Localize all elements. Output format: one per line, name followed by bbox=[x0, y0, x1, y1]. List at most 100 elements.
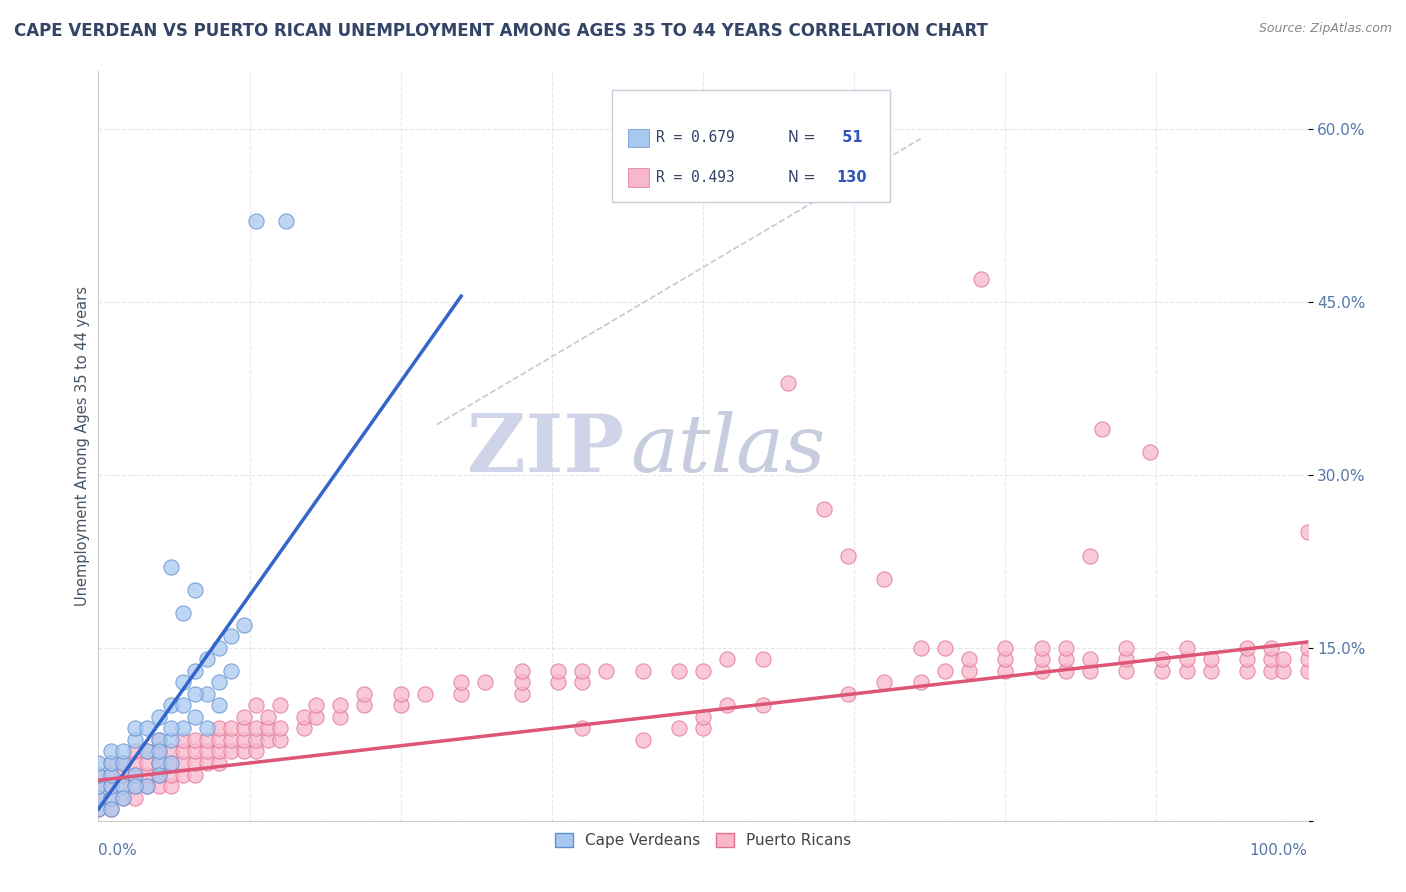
Point bbox=[1236, 664, 1258, 678]
Text: atlas: atlas bbox=[630, 411, 825, 489]
Point bbox=[547, 675, 569, 690]
Point bbox=[135, 722, 157, 736]
Point bbox=[1031, 652, 1053, 666]
Point bbox=[87, 790, 110, 805]
Point bbox=[245, 214, 267, 228]
Point bbox=[172, 606, 194, 620]
Point bbox=[124, 756, 146, 770]
Point bbox=[100, 744, 122, 758]
Point bbox=[1031, 664, 1053, 678]
Point bbox=[510, 675, 533, 690]
Point bbox=[934, 640, 956, 655]
Point bbox=[873, 572, 896, 586]
Point bbox=[135, 744, 157, 758]
Point bbox=[256, 710, 278, 724]
Point bbox=[148, 756, 170, 770]
Point bbox=[184, 710, 207, 724]
Point bbox=[245, 733, 267, 747]
Point bbox=[1078, 652, 1101, 666]
Point bbox=[256, 733, 278, 747]
Point bbox=[87, 790, 110, 805]
Point bbox=[1296, 525, 1319, 540]
Point bbox=[994, 640, 1017, 655]
Point bbox=[353, 687, 375, 701]
Point bbox=[124, 767, 146, 781]
Point bbox=[1139, 444, 1161, 458]
Point bbox=[692, 710, 714, 724]
Point bbox=[1236, 640, 1258, 655]
Point bbox=[221, 722, 243, 736]
Point bbox=[87, 802, 110, 816]
Text: N =: N = bbox=[789, 130, 815, 145]
Point bbox=[160, 733, 183, 747]
Point bbox=[752, 698, 775, 713]
Point bbox=[571, 675, 593, 690]
Point bbox=[668, 664, 690, 678]
Point bbox=[274, 214, 297, 228]
Text: 100.0%: 100.0% bbox=[1250, 843, 1308, 858]
Point bbox=[111, 779, 134, 793]
Point bbox=[87, 767, 110, 781]
Point bbox=[305, 698, 328, 713]
Point bbox=[837, 687, 859, 701]
Point bbox=[1115, 640, 1137, 655]
Point bbox=[1175, 652, 1198, 666]
Point bbox=[813, 502, 835, 516]
Point bbox=[184, 687, 207, 701]
Point bbox=[184, 733, 207, 747]
Point bbox=[172, 698, 194, 713]
Point bbox=[208, 744, 231, 758]
Point bbox=[87, 802, 110, 816]
Point bbox=[631, 664, 654, 678]
Point bbox=[1175, 640, 1198, 655]
Point bbox=[957, 664, 980, 678]
Point bbox=[124, 744, 146, 758]
Point bbox=[389, 687, 412, 701]
Point bbox=[245, 698, 267, 713]
Point bbox=[329, 698, 352, 713]
Point bbox=[994, 664, 1017, 678]
Y-axis label: Unemployment Among Ages 35 to 44 years: Unemployment Among Ages 35 to 44 years bbox=[75, 286, 90, 606]
Point bbox=[413, 687, 436, 701]
Point bbox=[389, 698, 412, 713]
Point bbox=[124, 790, 146, 805]
Point bbox=[595, 664, 617, 678]
Point bbox=[776, 376, 799, 390]
Point bbox=[184, 756, 207, 770]
Point bbox=[148, 710, 170, 724]
Point bbox=[100, 802, 122, 816]
Point bbox=[353, 698, 375, 713]
Point bbox=[269, 698, 291, 713]
Point bbox=[160, 744, 183, 758]
FancyBboxPatch shape bbox=[613, 90, 890, 202]
Point bbox=[124, 733, 146, 747]
Bar bbox=[628, 169, 650, 187]
Point bbox=[1272, 664, 1295, 678]
Point bbox=[100, 767, 122, 781]
Point bbox=[124, 767, 146, 781]
Point bbox=[148, 779, 170, 793]
Point bbox=[1272, 652, 1295, 666]
Point bbox=[571, 722, 593, 736]
Point bbox=[124, 779, 146, 793]
Point bbox=[111, 790, 134, 805]
Point bbox=[184, 664, 207, 678]
Point bbox=[111, 767, 134, 781]
Point bbox=[135, 779, 157, 793]
Point bbox=[1078, 664, 1101, 678]
Point bbox=[1199, 652, 1222, 666]
Text: 0.0%: 0.0% bbox=[98, 843, 138, 858]
Point bbox=[571, 664, 593, 678]
Point bbox=[232, 722, 254, 736]
Bar bbox=[628, 128, 650, 147]
Point bbox=[957, 652, 980, 666]
Point bbox=[172, 756, 194, 770]
Point bbox=[135, 756, 157, 770]
Point bbox=[195, 652, 218, 666]
Point bbox=[100, 756, 122, 770]
Point bbox=[1296, 664, 1319, 678]
Point bbox=[873, 675, 896, 690]
Point bbox=[148, 756, 170, 770]
Point bbox=[269, 733, 291, 747]
Point bbox=[221, 664, 243, 678]
